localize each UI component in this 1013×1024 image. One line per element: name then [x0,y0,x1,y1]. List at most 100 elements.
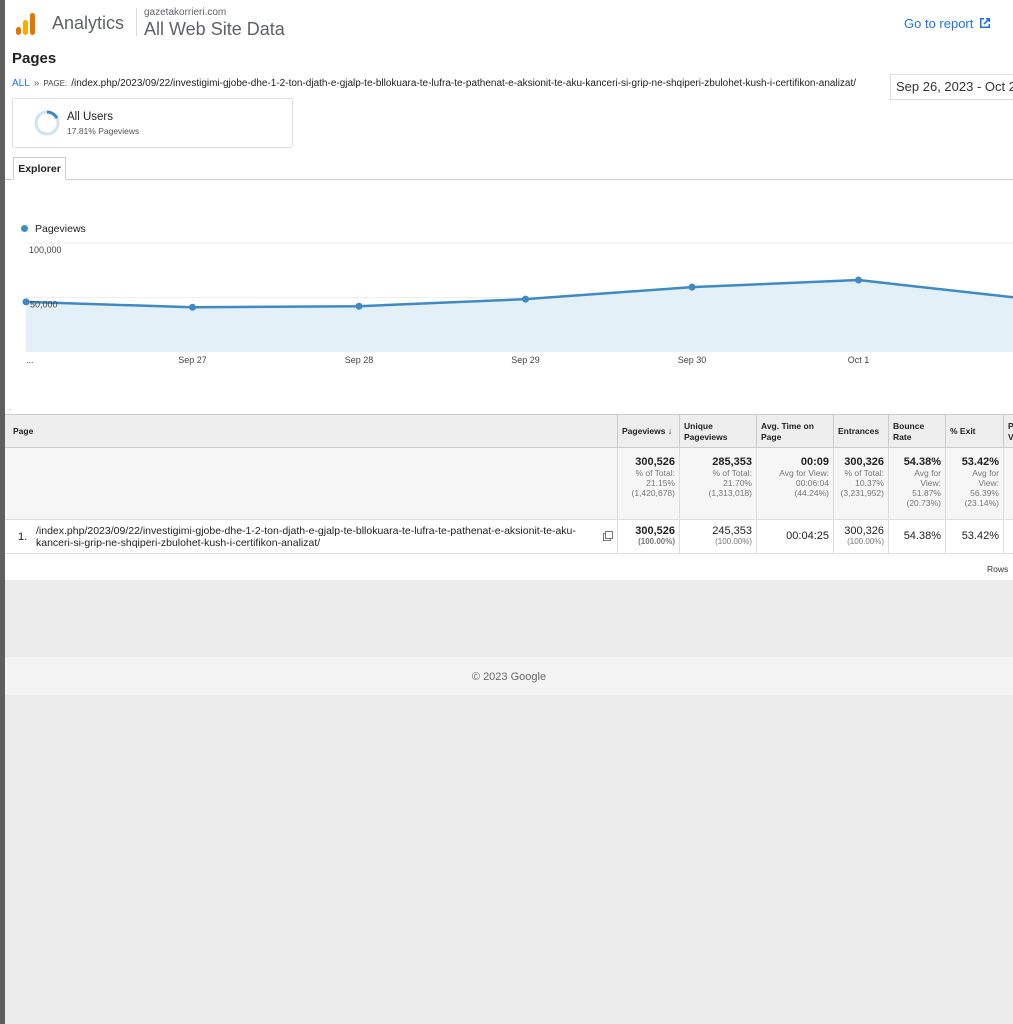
data-point-sep-28 [355,302,363,310]
column-header-avg-time[interactable]: Avg. Time on Page [756,415,833,448]
cell-pct: (100.00%) [715,537,752,546]
total-label: % of Total: [844,468,884,478]
total-base: (20.73%) [906,498,942,508]
total-label: Avg for [972,468,999,478]
x-tick-label: ... [26,355,34,365]
cell-entrances: 300,326 (100.00%) [833,520,888,553]
view-name[interactable]: All Web Site Data [144,19,285,39]
chart-footnote-dot: . [9,403,12,412]
table-row: 1. /index.php/2023/09/22/investigimi-gjo… [5,520,1013,554]
header-divider [136,8,137,36]
cell-unique: 245,353 (100.00%) [679,520,756,553]
y-tick-label: 100,000 [29,245,62,255]
column-header-unique[interactable]: Unique Pageviews [679,415,756,448]
rows-per-page-label[interactable]: Rows [987,564,1009,574]
row-page-link[interactable]: /index.php/2023/09/22/investigimi-gjobe-… [36,525,576,549]
total-pct: 51.87% [912,488,941,498]
totals-row: 300,526 % of Total: 21.15% (1,420,678) 2… [5,448,1013,520]
x-tick-label: Sep 29 [511,355,540,365]
tab-explorer[interactable]: Explorer [13,157,66,180]
total-base: (1,313,018) [708,488,752,498]
segment-all-users[interactable]: All Users 17.81% Pageviews [12,98,293,148]
cell-pct: (100.00%) [847,537,884,546]
breadcrumb-value: /index.php/2023/09/22/investigimi-gjobe-… [71,78,857,89]
series-area-pageviews [26,280,1013,352]
total-base: (1,420,678) [631,488,675,498]
column-header-entrances[interactable]: Entrances [833,415,888,448]
table-header: Page Pageviews ↓ Unique Pageviews Avg. T… [5,414,1013,448]
total-unique-value: 285,353 [712,456,752,468]
cell-pageviews: 300,526 (100.00%) [617,520,679,553]
total-label: Avg for [914,468,941,478]
y-tick-label: 50,000 [30,300,58,310]
data-point-sep-30 [688,283,696,291]
segment-name: All Users [67,111,114,123]
total-avg-time: 00:09 Avg for View: 00:06:04 (44.24%) [756,448,833,519]
total-bounce-value: 54.38% [903,456,941,468]
cell-bounce-rate: 54.38% [888,520,945,553]
total-pct: 21.15% [646,478,675,488]
legend-marker [21,225,28,232]
total-base: (44.24%) [794,488,830,498]
column-header-page-value[interactable]: P V [1003,415,1013,448]
breadcrumb: ALL» PAGE:/index.php/2023/09/22/investigi… [12,78,856,89]
data-point-sep-27 [189,303,196,311]
breadcrumb-all-link[interactable]: ALL [12,78,30,89]
total-label: % of Total: [635,468,675,478]
cell-avg-time-value: 00:04:25 [786,530,829,542]
cell-pct: (100.00%) [638,537,675,546]
total-base: (3,231,952) [840,488,884,498]
data-point-sep-29 [522,295,529,303]
cell-bounce-value: 54.38% [903,530,941,542]
total-base: (23.14%) [964,498,1000,508]
total-label: View: [920,478,941,488]
x-tick-label: Sep 28 [345,355,374,365]
total-pageviews-value: 300,526 [635,456,675,468]
open-page-icon[interactable] [603,531,613,541]
footer: © 2023 Google [5,657,1013,695]
total-label: % of Total: [712,468,752,478]
copyright-text: © 2023 Google [471,671,547,683]
sort-arrow-down-icon: ↓ [667,426,673,436]
tab-divider [5,179,1013,180]
total-unique: 285,353 % of Total: 21.70% (1,313,018) [679,448,756,519]
row-number: 1. [18,531,28,543]
cell-unique-value: 245,353 [712,525,752,537]
segment-subtitle: 17.81% Pageviews [67,126,140,136]
cell-exit: 53.42% [945,520,1003,553]
column-header-exit[interactable]: % Exit [945,415,1003,448]
brand-name: Analytics [52,13,125,33]
total-label: View: [978,478,999,488]
pageviews-chart: 100,000 50,000... Sep 27 Sep 28 Sep 29 Sep 30… [22,242,1013,365]
total-pageviews: 300,526 % of Total: 21.15% (1,420,678) [617,448,679,519]
total-exit: 53.42% Avg for View: 56.39% (23.14%) [945,448,1003,519]
report-page: Analytics gazetakorrieri.com All Web Sit… [5,0,1013,1024]
column-header-page[interactable]: Page [13,426,34,436]
column-header-bounce-rate[interactable]: Bounce Rate [888,415,945,448]
data-point-sep-26 [22,298,30,306]
total-pct: 10.37% [855,478,884,488]
cell-page-value [1003,520,1013,553]
total-pct: 21.70% [723,478,752,488]
segment-donut-icon [34,110,60,136]
total-bounce-rate: 54.38% Avg for View: 51.87% (20.73%) [888,448,945,519]
date-range-picker[interactable]: Sep 26, 2023 - Oct 2, 2023 [890,74,1013,100]
cell-exit-value: 53.42% [961,530,999,542]
x-tick-label: Sep 27 [178,355,207,365]
property-domain[interactable]: gazetakorrieri.com [144,7,227,18]
column-header-pageviews-label: Pageviews [622,426,666,436]
column-header-pageviews[interactable]: Pageviews ↓ [617,415,679,448]
total-entrances-value: 300,326 [844,456,884,468]
x-tick-label: Oct 1 [848,355,870,365]
total-entrances: 300,326 % of Total: 10.37% (3,231,952) [833,448,888,519]
total-avg-time-value: 00:09 [800,456,829,468]
data-point-oct-1 [855,276,862,284]
total-exit-value: 53.42% [961,456,999,468]
cell-avg-time: 00:04:25 [756,520,833,553]
total-pct: 00:06:04 [795,478,829,488]
x-tick-label: Sep 30 [678,355,707,365]
breadcrumb-separator: » [33,78,40,89]
external-link-icon[interactable] [978,16,992,30]
go-to-report-link[interactable]: Go to report [904,16,974,31]
analytics-logo-icon[interactable] [16,11,38,35]
